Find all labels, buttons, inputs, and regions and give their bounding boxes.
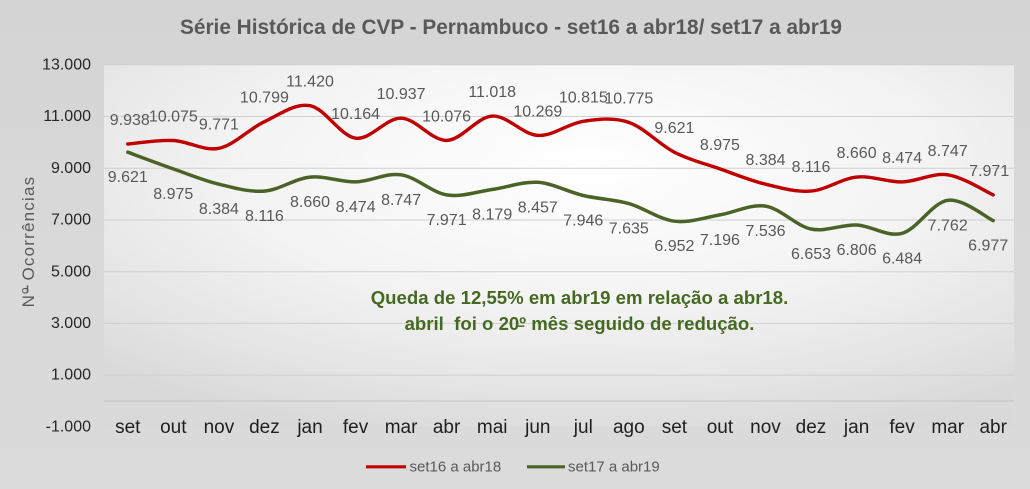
svg-text:ago: ago [613, 417, 645, 438]
svg-text:out: out [707, 417, 734, 438]
svg-text:6.653: 6.653 [791, 246, 831, 263]
svg-text:9.621: 9.621 [108, 169, 148, 186]
svg-text:Nº Ocorrências: Nº Ocorrências [19, 176, 38, 308]
svg-text:-1.000: -1.000 [46, 419, 91, 436]
svg-text:jan: jan [843, 417, 869, 438]
svg-text:11.018: 11.018 [468, 84, 516, 101]
svg-text:11.000: 11.000 [43, 108, 91, 125]
svg-text:10.775: 10.775 [604, 90, 653, 107]
svg-text:abr: abr [433, 417, 461, 438]
svg-text:10.815: 10.815 [559, 89, 608, 106]
svg-text:out: out [160, 417, 187, 438]
svg-text:dez: dez [796, 417, 827, 438]
svg-text:fev: fev [889, 417, 915, 438]
svg-text:7.971: 7.971 [969, 163, 1009, 180]
svg-text:mai: mai [477, 417, 508, 438]
svg-text:fev: fev [343, 417, 369, 438]
svg-text:jul: jul [573, 417, 593, 438]
svg-text:7.635: 7.635 [609, 221, 649, 238]
svg-text:10.799: 10.799 [240, 90, 289, 107]
svg-text:8.457: 8.457 [518, 199, 558, 216]
svg-text:Série Histórica de CVP - Perna: Série Histórica de CVP - Pernambuco - se… [180, 16, 842, 39]
svg-text:5.000: 5.000 [51, 263, 91, 280]
svg-text:8.474: 8.474 [336, 199, 376, 216]
svg-text:11.420: 11.420 [286, 74, 334, 91]
svg-text:7.971: 7.971 [427, 212, 467, 229]
svg-text:6.806: 6.806 [837, 242, 877, 259]
svg-text:8.975: 8.975 [700, 137, 740, 154]
svg-text:dez: dez [249, 417, 280, 438]
svg-text:7.536: 7.536 [745, 223, 785, 240]
svg-text:10.164: 10.164 [331, 106, 380, 123]
svg-text:abr: abr [979, 417, 1007, 438]
svg-text:9.771: 9.771 [199, 116, 239, 133]
svg-text:8.747: 8.747 [381, 192, 421, 209]
svg-text:8.384: 8.384 [199, 201, 239, 218]
svg-text:Queda de 12,55% em abr19 em re: Queda de 12,55% em abr19 em relação a ab… [371, 287, 789, 308]
svg-text:13.000: 13.000 [42, 56, 91, 73]
svg-text:10.076: 10.076 [422, 108, 471, 125]
svg-text:mar: mar [931, 417, 964, 438]
svg-text:6.952: 6.952 [654, 238, 694, 255]
svg-text:set: set [115, 417, 141, 438]
svg-text:8.975: 8.975 [153, 186, 193, 203]
svg-text:nov: nov [750, 417, 781, 438]
svg-text:8.179: 8.179 [472, 207, 512, 224]
svg-text:set: set [662, 417, 688, 438]
svg-text:9.621: 9.621 [654, 120, 694, 137]
svg-text:10.937: 10.937 [377, 86, 426, 103]
svg-text:6.977: 6.977 [968, 238, 1008, 255]
svg-text:7.196: 7.196 [700, 232, 740, 249]
svg-text:abril foi o 20º mês seguido d: abril foi o 20º mês seguido de redução. [405, 313, 755, 334]
svg-text:set16 a abr18: set16 a abr18 [410, 459, 502, 476]
svg-text:10.075: 10.075 [149, 109, 198, 126]
svg-text:8.747: 8.747 [928, 143, 968, 160]
svg-text:6.484: 6.484 [882, 250, 922, 267]
svg-text:9.000: 9.000 [51, 160, 91, 177]
svg-text:7.000: 7.000 [51, 212, 91, 229]
svg-text:nov: nov [204, 417, 235, 438]
svg-text:8.116: 8.116 [792, 159, 831, 176]
svg-text:10.269: 10.269 [513, 103, 562, 120]
svg-text:3.000: 3.000 [51, 315, 91, 332]
svg-text:8.660: 8.660 [290, 194, 330, 211]
svg-text:8.384: 8.384 [745, 152, 785, 169]
svg-text:set17 a abr19: set17 a abr19 [568, 459, 660, 476]
svg-text:jun: jun [524, 417, 550, 438]
svg-text:7.762: 7.762 [928, 217, 968, 234]
svg-text:8.116: 8.116 [245, 208, 284, 225]
svg-text:7.946: 7.946 [563, 213, 603, 230]
svg-text:jan: jan [296, 417, 322, 438]
svg-text:9.938: 9.938 [110, 112, 150, 129]
svg-text:8.474: 8.474 [882, 150, 922, 167]
svg-text:8.660: 8.660 [837, 145, 877, 162]
svg-text:mar: mar [385, 417, 418, 438]
svg-text:1.000: 1.000 [51, 367, 91, 384]
